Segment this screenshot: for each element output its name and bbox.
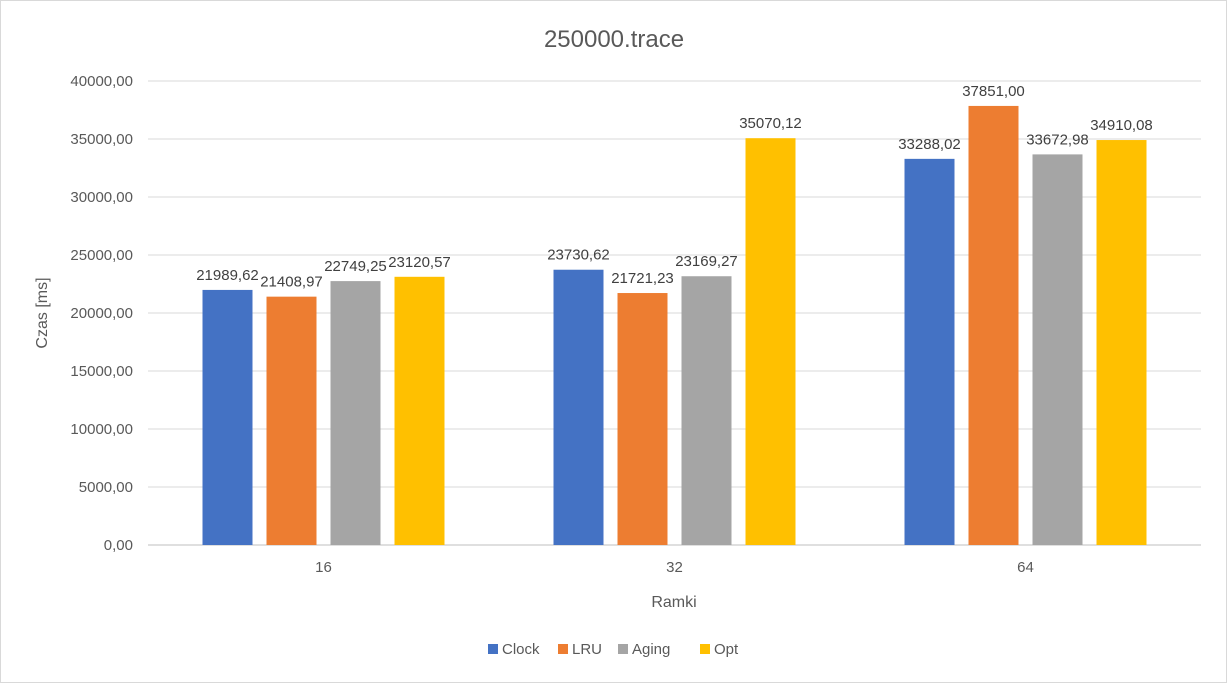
bars <box>202 105 1147 546</box>
bar-lru-64 <box>968 105 1019 545</box>
bar-clock-64 <box>904 158 955 546</box>
y-tick-label: 0,00 <box>104 537 133 554</box>
y-tick-label: 30000,00 <box>70 189 133 206</box>
legend-label-aging: Aging <box>632 641 670 658</box>
y-tick-label: 40000,00 <box>70 73 133 90</box>
y-tick-label: 25000,00 <box>70 247 133 264</box>
x-tick-label: 64 <box>1017 559 1034 576</box>
y-tick-label: 35000,00 <box>70 131 133 148</box>
y-tick-label: 5000,00 <box>79 479 133 496</box>
data-label: 33672,98 <box>1026 131 1089 148</box>
data-label: 23120,57 <box>388 254 451 271</box>
y-tick-label: 15000,00 <box>70 363 133 380</box>
bar-clock-16 <box>202 289 253 545</box>
x-tick-label: 16 <box>315 559 332 576</box>
bar-aging-16 <box>330 281 381 545</box>
bar-lru-32 <box>617 293 668 545</box>
data-label: 23169,27 <box>675 253 738 270</box>
legend-swatch-opt <box>700 644 710 654</box>
bar-aging-64 <box>1032 154 1083 545</box>
y-tick-label: 10000,00 <box>70 421 133 438</box>
bar-lru-16 <box>266 296 317 545</box>
legend-swatch-clock <box>488 644 498 654</box>
data-label: 22749,25 <box>324 258 387 275</box>
data-label: 34910,08 <box>1090 117 1153 134</box>
legend-label-lru: LRU <box>572 641 602 658</box>
legend-swatch-lru <box>558 644 568 654</box>
gridlines <box>148 80 1201 546</box>
x-axis-ticks: 16 32 64 <box>315 559 1034 576</box>
bar-opt-64 <box>1096 140 1147 545</box>
bar-clock-32 <box>553 269 604 545</box>
legend: Clock LRU Aging Opt <box>488 641 739 658</box>
data-label: 21408,97 <box>260 274 323 291</box>
data-label: 21721,23 <box>611 270 674 287</box>
y-axis-title: Czas [ms] <box>34 277 51 348</box>
bar-opt-32 <box>745 138 796 545</box>
data-label: 23730,62 <box>547 247 610 264</box>
legend-swatch-aging <box>618 644 628 654</box>
data-label: 37851,00 <box>962 83 1025 100</box>
chart-title: 250000.trace <box>544 26 684 53</box>
bar-aging-32 <box>681 276 732 545</box>
x-axis-title: Ramki <box>651 594 696 611</box>
data-label: 35070,12 <box>739 115 802 132</box>
legend-label-clock: Clock <box>502 641 540 658</box>
legend-label-opt: Opt <box>714 641 739 658</box>
data-label: 21989,62 <box>196 267 259 284</box>
y-tick-label: 20000,00 <box>70 305 133 322</box>
data-label: 33288,02 <box>898 136 961 153</box>
y-axis-ticks: 0,00 5000,00 10000,00 15000,00 20000,00 25000… <box>70 73 133 554</box>
bar-opt-16 <box>394 276 445 545</box>
x-tick-label: 32 <box>666 559 683 576</box>
